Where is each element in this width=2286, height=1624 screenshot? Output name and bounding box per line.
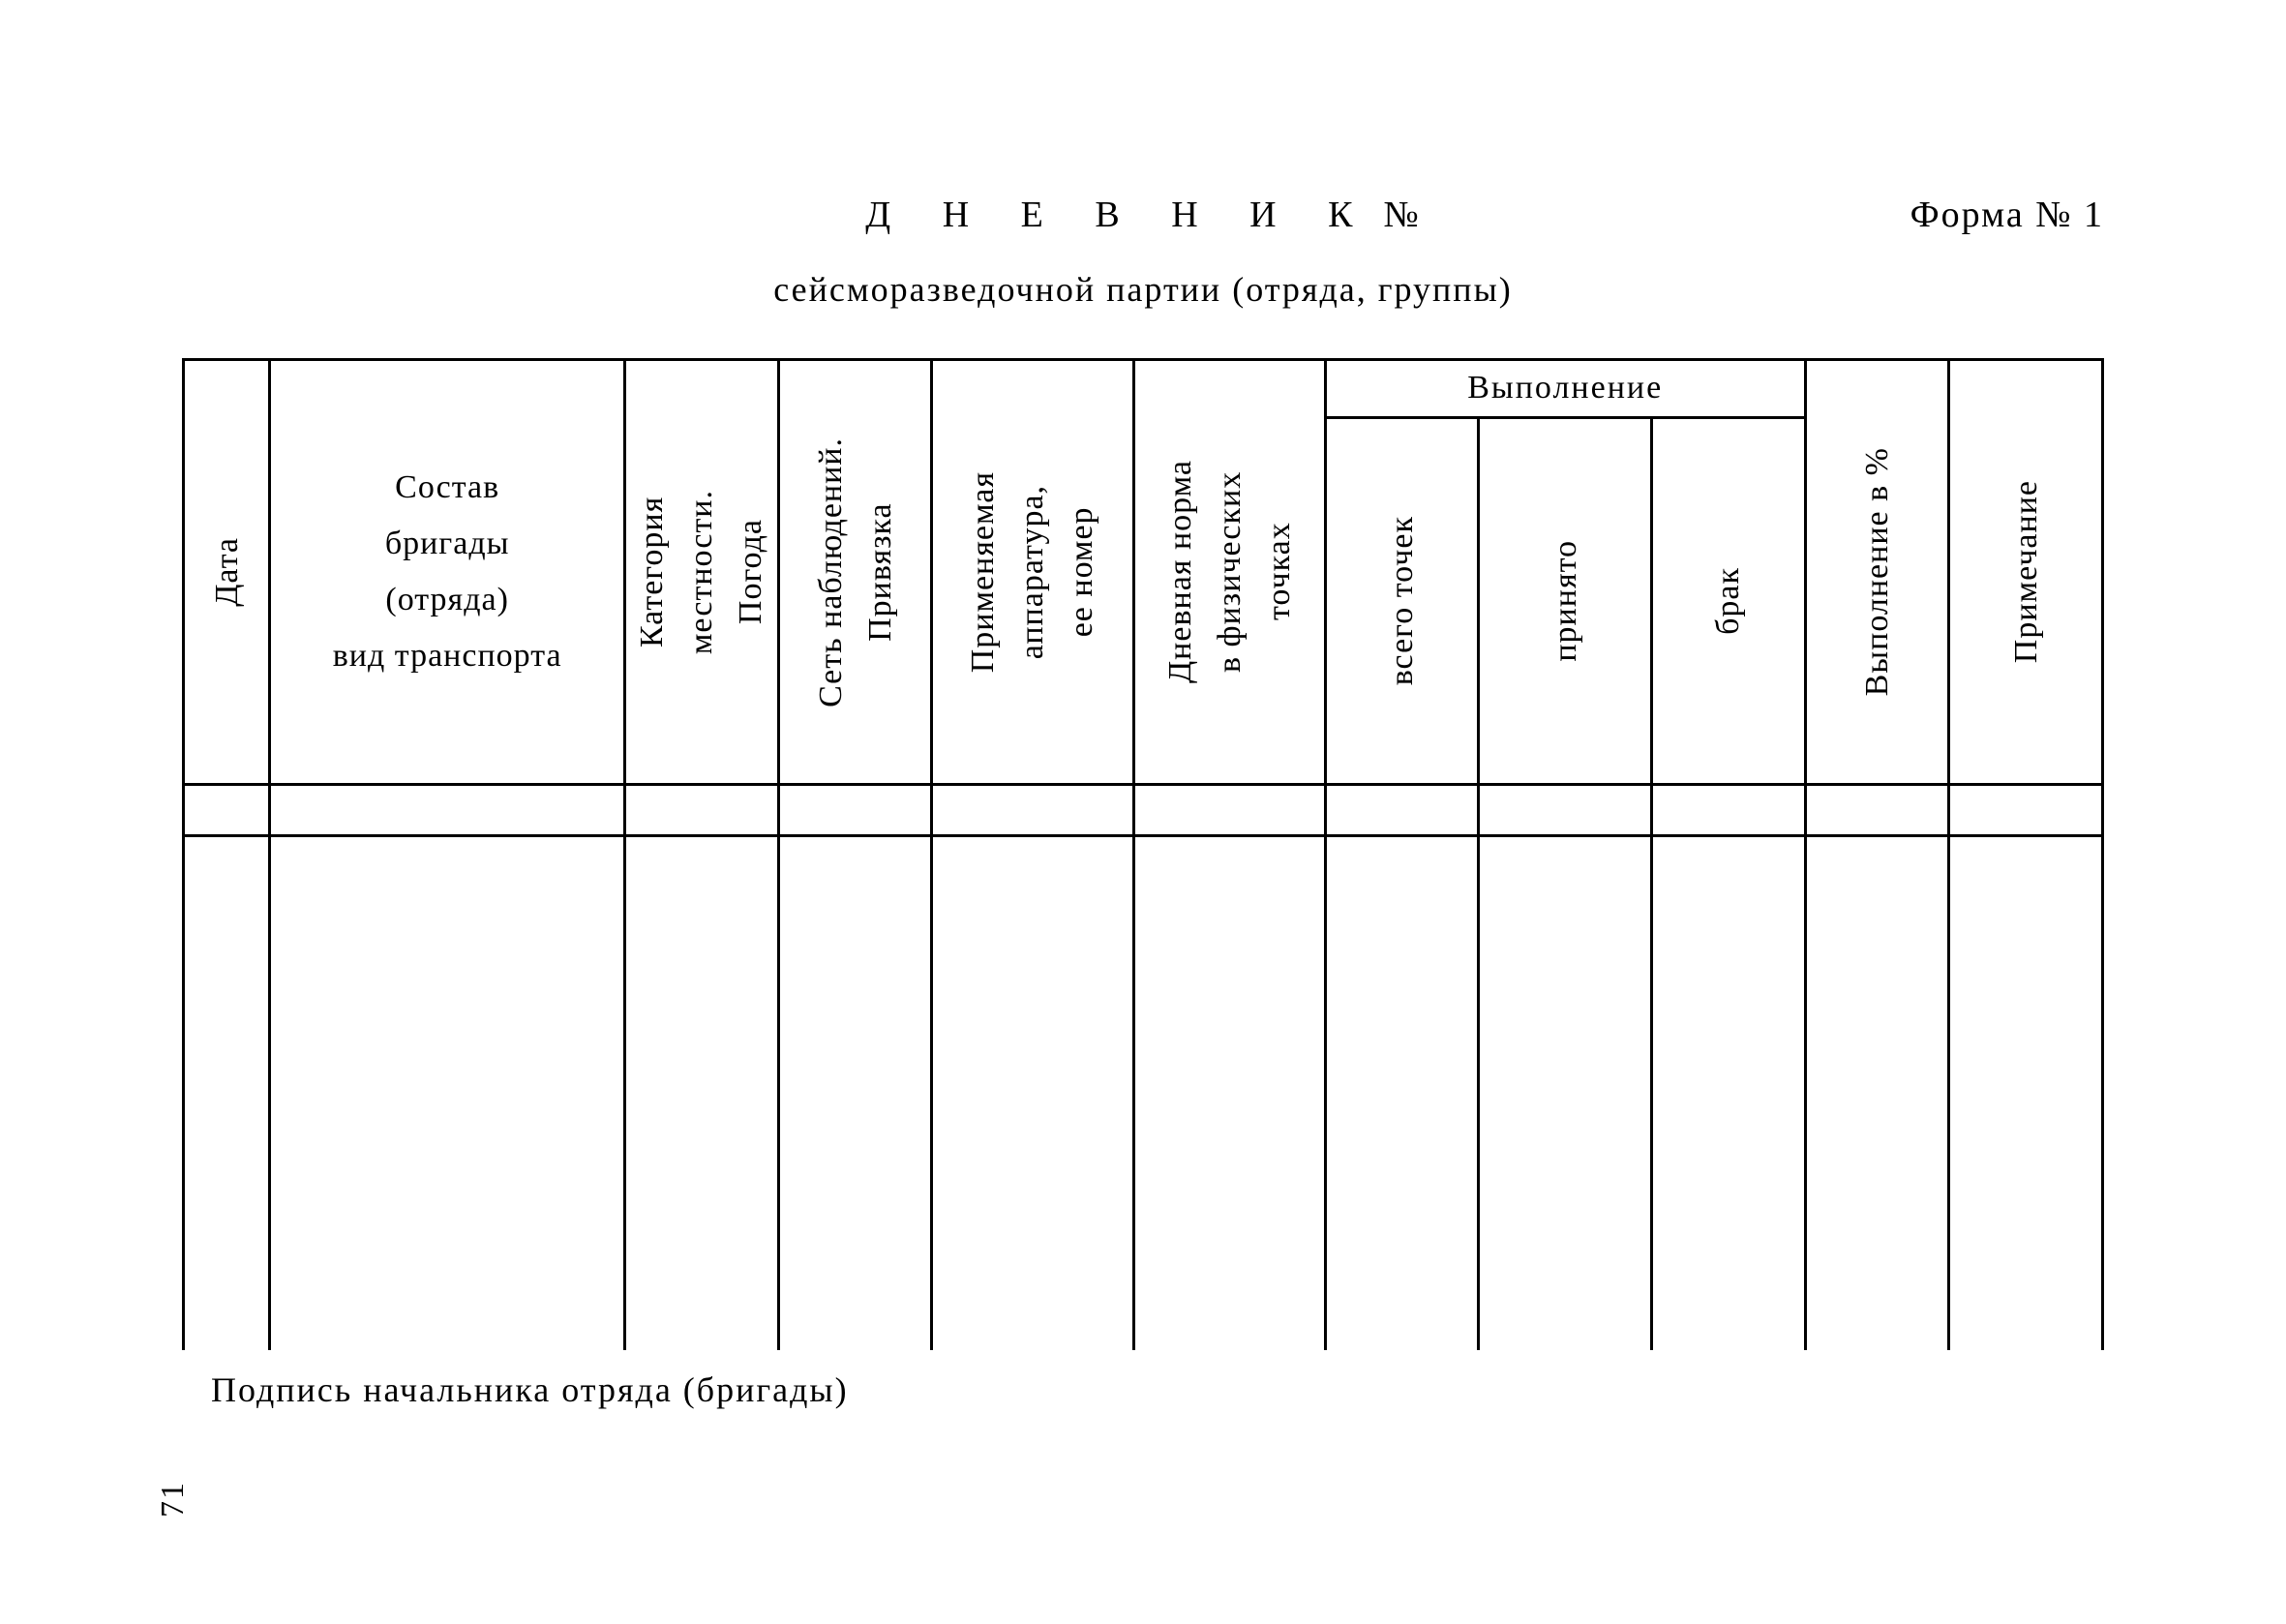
col-header-note: Примечание [1949,360,2103,785]
table-spacer-row [184,785,2103,836]
cell-empty [778,785,932,836]
cell-empty [625,785,779,836]
col-header-equipment: Применяемая аппаратура, ее номер [932,360,1133,785]
cell-empty [1805,785,1949,836]
cell-empty [625,836,779,1351]
header-row: Д Н Е В Н И К№ Форма № 1 [182,194,2104,252]
cell-empty [1651,836,1805,1351]
col-header-terrain: Категория местности. Погода [625,360,779,785]
log-table: Дата Состав бригады (отряда) вид транспо… [182,358,2104,1350]
col-header-accepted: принято [1479,417,1651,784]
col-header-network: Сеть наблюдений. Привязка [778,360,932,785]
col-header-norm-label: Дневная норма в физических точках [1156,446,1304,697]
cell-empty [1949,785,2103,836]
signature-line: Подпись начальника отряда (бригады) [211,1369,2104,1410]
page-number: 71 [155,1481,192,1518]
cell-empty [932,785,1133,836]
cell-empty [1651,785,1805,836]
cell-empty [932,836,1133,1351]
col-header-date-label: Дата [202,524,252,620]
cell-empty [1479,836,1651,1351]
page: Д Н Е В Н И К№ Форма № 1 сейсморазведочн… [0,0,2286,1624]
col-header-reject: брак [1651,417,1805,784]
col-header-network-label: Сеть наблюдений. Привязка [806,424,905,721]
col-header-total-label: всего точек [1377,502,1427,699]
title-word: Д Н Е В Н И К [865,195,1373,235]
col-header-reject-label: брак [1703,554,1753,648]
cell-empty [1805,836,1949,1351]
form-label: Форма № 1 [1910,194,2104,236]
table-body-row [184,836,2103,1351]
cell-empty [184,836,270,1351]
col-header-terrain-label: Категория местности. Погода [627,476,775,668]
cell-empty [1325,785,1479,836]
col-header-accepted-label: принято [1541,526,1590,676]
col-header-date: Дата [184,360,270,785]
cell-empty [270,785,625,836]
cell-empty [1949,836,2103,1351]
cell-empty [1133,785,1325,836]
title-number-symbol: № [1383,195,1420,235]
document-title: Д Н Е В Н И К№ [865,194,1420,236]
cell-empty [778,836,932,1351]
col-header-norm: Дневная норма в физических точках [1133,360,1325,785]
col-header-note-label: Примечание [2001,466,2051,677]
col-header-group-done-label: Выполнение [1467,370,1663,406]
cell-empty [270,836,625,1351]
col-header-total: всего точек [1325,417,1479,784]
cell-empty [184,785,270,836]
col-header-crew: Состав бригады (отряда) вид транспорта [270,360,625,785]
col-header-percent-label: Выполнение в % [1852,434,1902,709]
col-header-equipment-label: Применяемая аппаратура, ее номер [958,458,1106,686]
cell-empty [1325,836,1479,1351]
col-header-group-done: Выполнение [1325,360,1805,418]
table-header-group-row: Дата Состав бригады (отряда) вид транспо… [184,360,2103,418]
cell-empty [1479,785,1651,836]
cell-empty [1133,836,1325,1351]
col-header-crew-label: Состав бригады (отряда) вид транспорта [275,440,619,703]
col-header-percent: Выполнение в % [1805,360,1949,785]
document-subtitle: сейсморазведочной партии (отряда, группы… [182,269,2104,310]
